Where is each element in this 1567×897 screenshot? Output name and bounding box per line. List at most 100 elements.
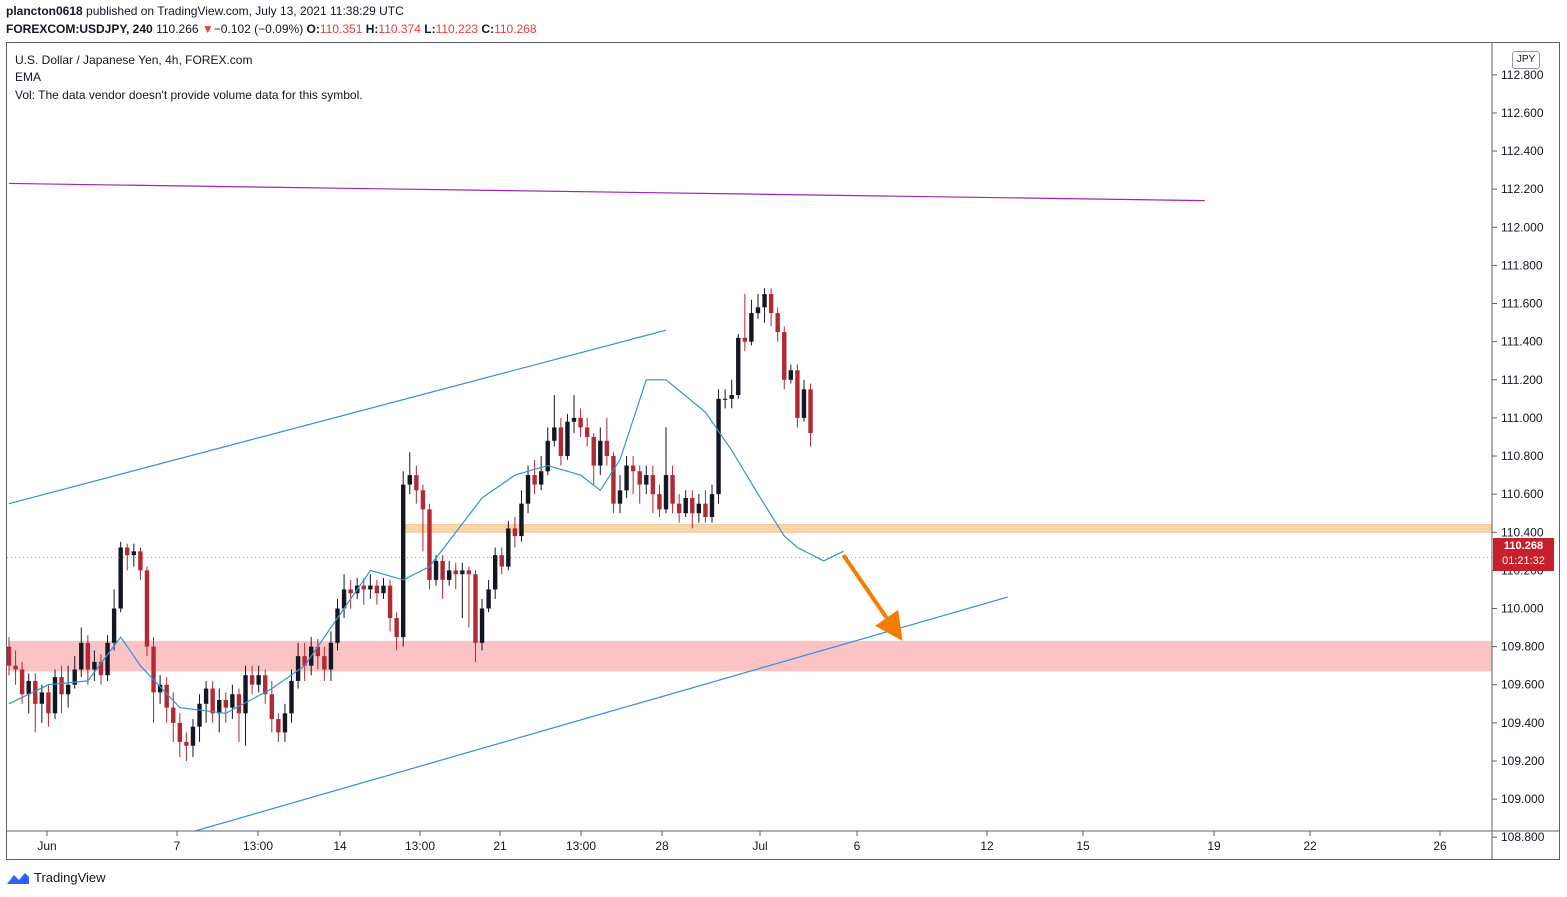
candle-body [217, 699, 222, 714]
candle-body [788, 370, 794, 380]
candle-body [387, 585, 393, 619]
candle-body [683, 497, 688, 514]
candle-body [630, 465, 636, 472]
trendline-lower-channel [192, 596, 1008, 831]
y-tick-label: 112.200 [1501, 182, 1544, 196]
candle-body [808, 389, 813, 434]
candle-body [433, 560, 439, 580]
candle-body [79, 642, 84, 670]
candle-body [552, 427, 557, 441]
currency-badge[interactable]: JPY [1512, 51, 1540, 69]
down-arrow-icon: ▼ [201, 22, 214, 36]
brand-name: TradingView [34, 870, 106, 885]
x-tick-label: 19 [1207, 839, 1221, 853]
candle-body [762, 294, 767, 308]
x-tick-label: 12 [980, 839, 994, 853]
y-tick-label: 110.600 [1501, 487, 1544, 501]
publish-info: plancton0618 published on TradingView.co… [6, 4, 404, 18]
candle-body [33, 680, 38, 704]
candle-body [657, 494, 662, 510]
candle-body [801, 389, 807, 418]
candle-body [322, 656, 327, 670]
candle-body [98, 661, 104, 676]
symbol: FOREXCOM:USDJPY, 240 [6, 22, 153, 36]
candle-body [565, 421, 570, 457]
candle-body [716, 398, 721, 495]
candle-body [328, 642, 334, 670]
candle-body [650, 475, 656, 495]
author[interactable]: plancton0618 [6, 4, 83, 18]
candle-body [13, 665, 18, 670]
candle-body [263, 675, 268, 695]
y-tick-label: 110.800 [1501, 449, 1544, 463]
symbol-info: FOREXCOM:USDJPY, 240 110.266 ▼−0.102 (−0… [6, 22, 537, 36]
candle-body [65, 684, 71, 695]
candle-body [525, 475, 531, 504]
open-value: 110.351 [319, 22, 363, 36]
candle-body [203, 688, 209, 704]
candle-body [519, 503, 524, 537]
y-tick-label: 112.400 [1501, 144, 1544, 158]
candle-body [302, 656, 307, 666]
candle-body [578, 417, 583, 428]
candle-body [59, 677, 64, 695]
trendline-resistance [8, 182, 1205, 202]
close-value: 110.268 [494, 22, 537, 36]
x-tick-label: 13:00 [405, 839, 435, 853]
down-arrow-shaft [841, 553, 889, 619]
candle-body [538, 471, 544, 485]
candle-body [151, 646, 156, 693]
x-tick-label: Jul [752, 839, 767, 853]
x-tick-label: 15 [1076, 839, 1090, 853]
candle-body [184, 741, 189, 746]
candle-body [282, 713, 288, 733]
candle-body [782, 332, 787, 380]
candle-body [341, 589, 347, 609]
x-tick-label: 13:00 [566, 839, 596, 853]
candle-body [617, 490, 623, 504]
candle-body [157, 684, 163, 693]
candle-body [473, 574, 478, 643]
candle-body [696, 503, 702, 514]
ema-legend[interactable]: EMA [15, 70, 42, 84]
y-tick-label: 111.600 [1501, 297, 1543, 311]
candle-body [177, 722, 183, 742]
candle-body [72, 669, 77, 685]
y-tick-label: 111.200 [1501, 373, 1543, 387]
candle-body [446, 570, 452, 580]
candle-body [46, 692, 51, 714]
candle-body [466, 570, 472, 575]
resistance-zone [402, 524, 1492, 533]
high-value: 110.374 [378, 22, 421, 36]
candle-body [545, 440, 550, 472]
candle-body [670, 475, 675, 504]
x-tick-label: 6 [854, 839, 861, 853]
x-tick-label: 26 [1433, 839, 1447, 853]
candle-body [512, 528, 518, 537]
candle-body [644, 475, 649, 485]
last-price-value: 110.268 [1503, 540, 1544, 552]
candle-body [637, 471, 642, 485]
candle-body [144, 570, 150, 647]
plot-area [7, 182, 1492, 831]
candle-body [722, 398, 728, 400]
candle-body [479, 608, 485, 643]
candle-body [256, 675, 261, 685]
candle-body [749, 313, 754, 342]
candle-body [394, 618, 399, 638]
candle-body [171, 707, 176, 723]
candle-body [676, 503, 682, 514]
bar-countdown: 01:21:32 [1502, 555, 1545, 567]
candle-body [624, 465, 629, 491]
volume-legend: Vol: The data vendor doesn't provide vol… [15, 88, 363, 102]
x-tick-label: 13:00 [243, 839, 273, 853]
y-tick-label: 112.800 [1501, 68, 1544, 82]
tradingview-footer[interactable]: TradingView [6, 870, 106, 885]
candle-body [243, 675, 248, 714]
y-tick-label: 110.400 [1501, 525, 1544, 539]
chart-frame[interactable] [6, 42, 1560, 860]
down-arrow-head [875, 609, 903, 641]
candle-body [755, 307, 761, 314]
y-tick-label: 112.600 [1501, 106, 1544, 120]
